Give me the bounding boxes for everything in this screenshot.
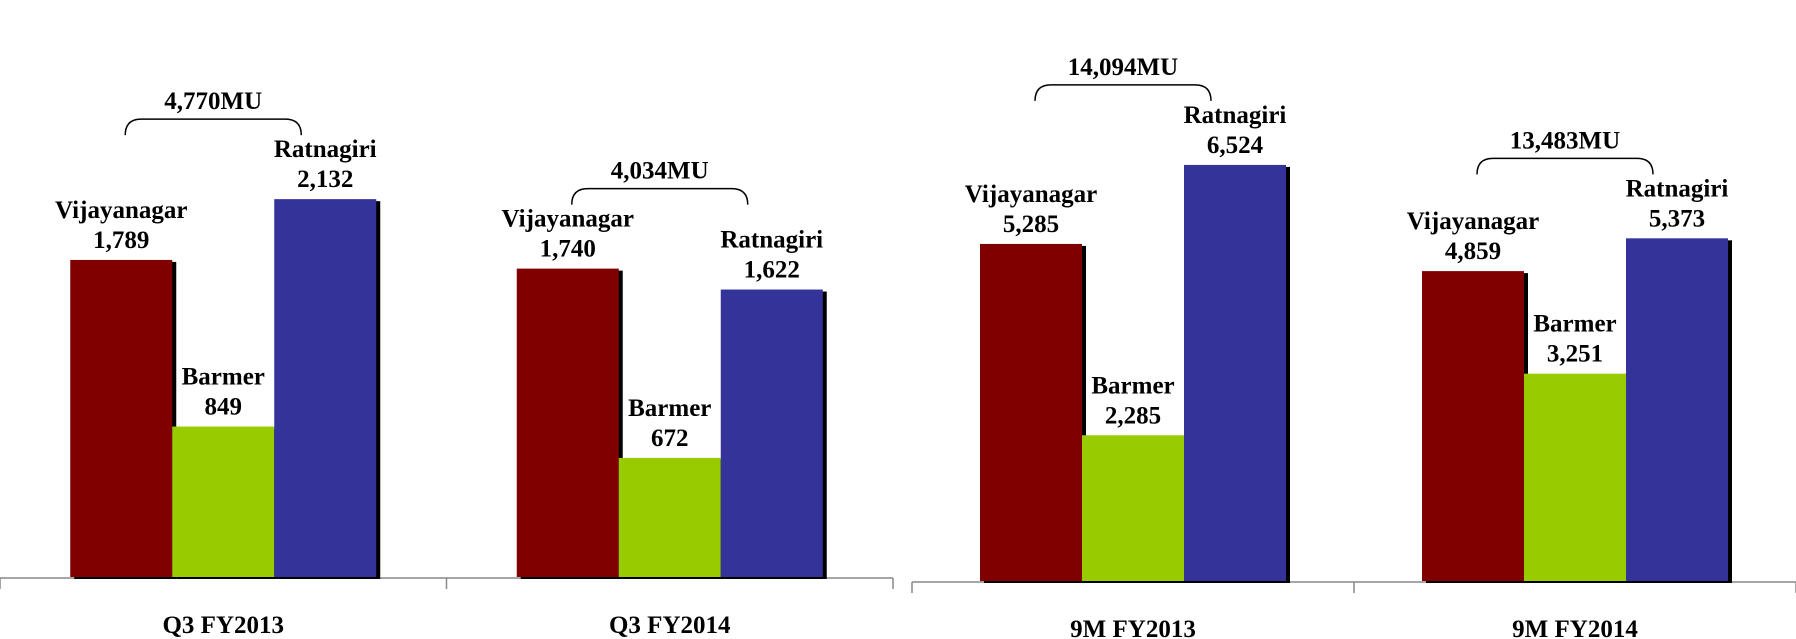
bar (720, 289, 823, 577)
bar (980, 243, 1082, 581)
data-label-name: Vijayanagar (965, 181, 1097, 208)
x-tick-label: 9M FY2014 (1512, 616, 1638, 639)
data-label-name: Barmer (1091, 372, 1174, 399)
bar (274, 199, 377, 578)
data-label: 1,740 (540, 236, 596, 263)
bar (172, 426, 275, 577)
x-tick-label: 9M FY2013 (1070, 616, 1196, 639)
data-label-name: Ratnagiri (720, 227, 823, 254)
data-label: 5,373 (1649, 205, 1705, 232)
x-tick-label: Q3 FY2013 (162, 612, 284, 639)
data-label: 3,251 (1547, 341, 1603, 368)
bar (516, 268, 619, 577)
data-label-name: Barmer (1533, 311, 1616, 338)
total-annotation: 4,770MU (164, 88, 262, 115)
data-label-name: Barmer (182, 364, 265, 391)
data-label: 6,524 (1207, 132, 1264, 159)
data-label: 4,859 (1445, 238, 1501, 265)
bar (1082, 435, 1184, 581)
data-label-name: Vijayanagar (502, 206, 634, 233)
data-label-name: Ratnagiri (1626, 175, 1729, 202)
data-label-name: Barmer (628, 395, 711, 422)
data-label-name: Ratnagiri (274, 136, 377, 163)
data-label: 2,132 (297, 166, 353, 193)
bar (1524, 373, 1626, 581)
data-label: 672 (651, 425, 689, 452)
data-label: 2,285 (1105, 402, 1161, 429)
bar (1422, 271, 1524, 581)
bar (1184, 164, 1286, 582)
data-label-name: Vijayanagar (1407, 208, 1539, 235)
data-label: 1,622 (744, 257, 800, 284)
data-label: 1,789 (93, 227, 149, 254)
data-label: 5,285 (1003, 211, 1059, 238)
total-annotation: 4,034MU (611, 158, 709, 185)
total-annotation: 13,483MU (1510, 127, 1620, 154)
data-label-name: Ratnagiri (1184, 102, 1287, 129)
data-label: 849 (205, 394, 243, 421)
bar (1626, 238, 1728, 581)
bar (70, 259, 173, 577)
data-label-name: Vijayanagar (55, 197, 187, 224)
bar (618, 457, 721, 577)
total-annotation: 14,094MU (1068, 54, 1178, 81)
total-bracket (1476, 157, 1654, 175)
total-bracket (124, 118, 302, 136)
total-bracket (1034, 84, 1212, 101)
x-tick-label: Q3 FY2014 (609, 612, 731, 639)
total-bracket (571, 187, 749, 205)
